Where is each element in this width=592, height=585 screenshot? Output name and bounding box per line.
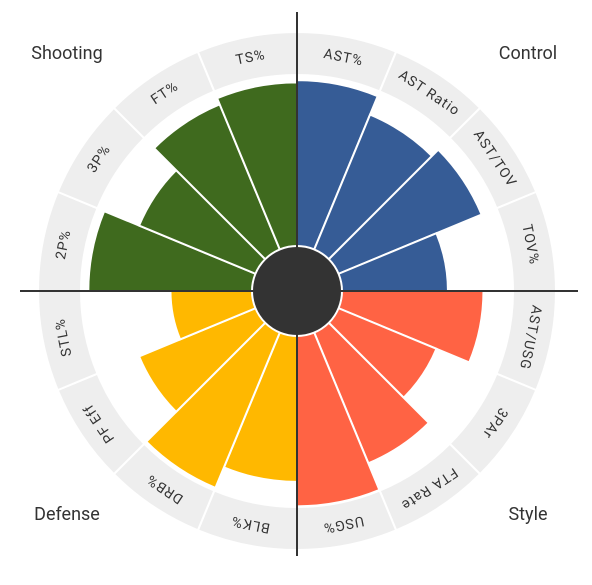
category-label: BLK% <box>230 513 272 536</box>
group-label: Control <box>499 43 557 64</box>
group-label: Defense <box>34 504 100 525</box>
bar <box>296 148 483 292</box>
category-label: TS% <box>234 47 266 69</box>
bar <box>137 290 298 414</box>
bar <box>87 209 298 292</box>
category-label: AST% <box>322 46 364 70</box>
bar <box>144 290 298 490</box>
category-label: 2P% <box>53 228 75 261</box>
bar <box>296 290 485 364</box>
category-label: STL% <box>52 317 75 358</box>
group-label: Shooting <box>31 43 102 64</box>
group-label: Style <box>508 504 547 525</box>
category-label: TOV% <box>518 223 542 266</box>
category-label: USG% <box>322 512 366 536</box>
